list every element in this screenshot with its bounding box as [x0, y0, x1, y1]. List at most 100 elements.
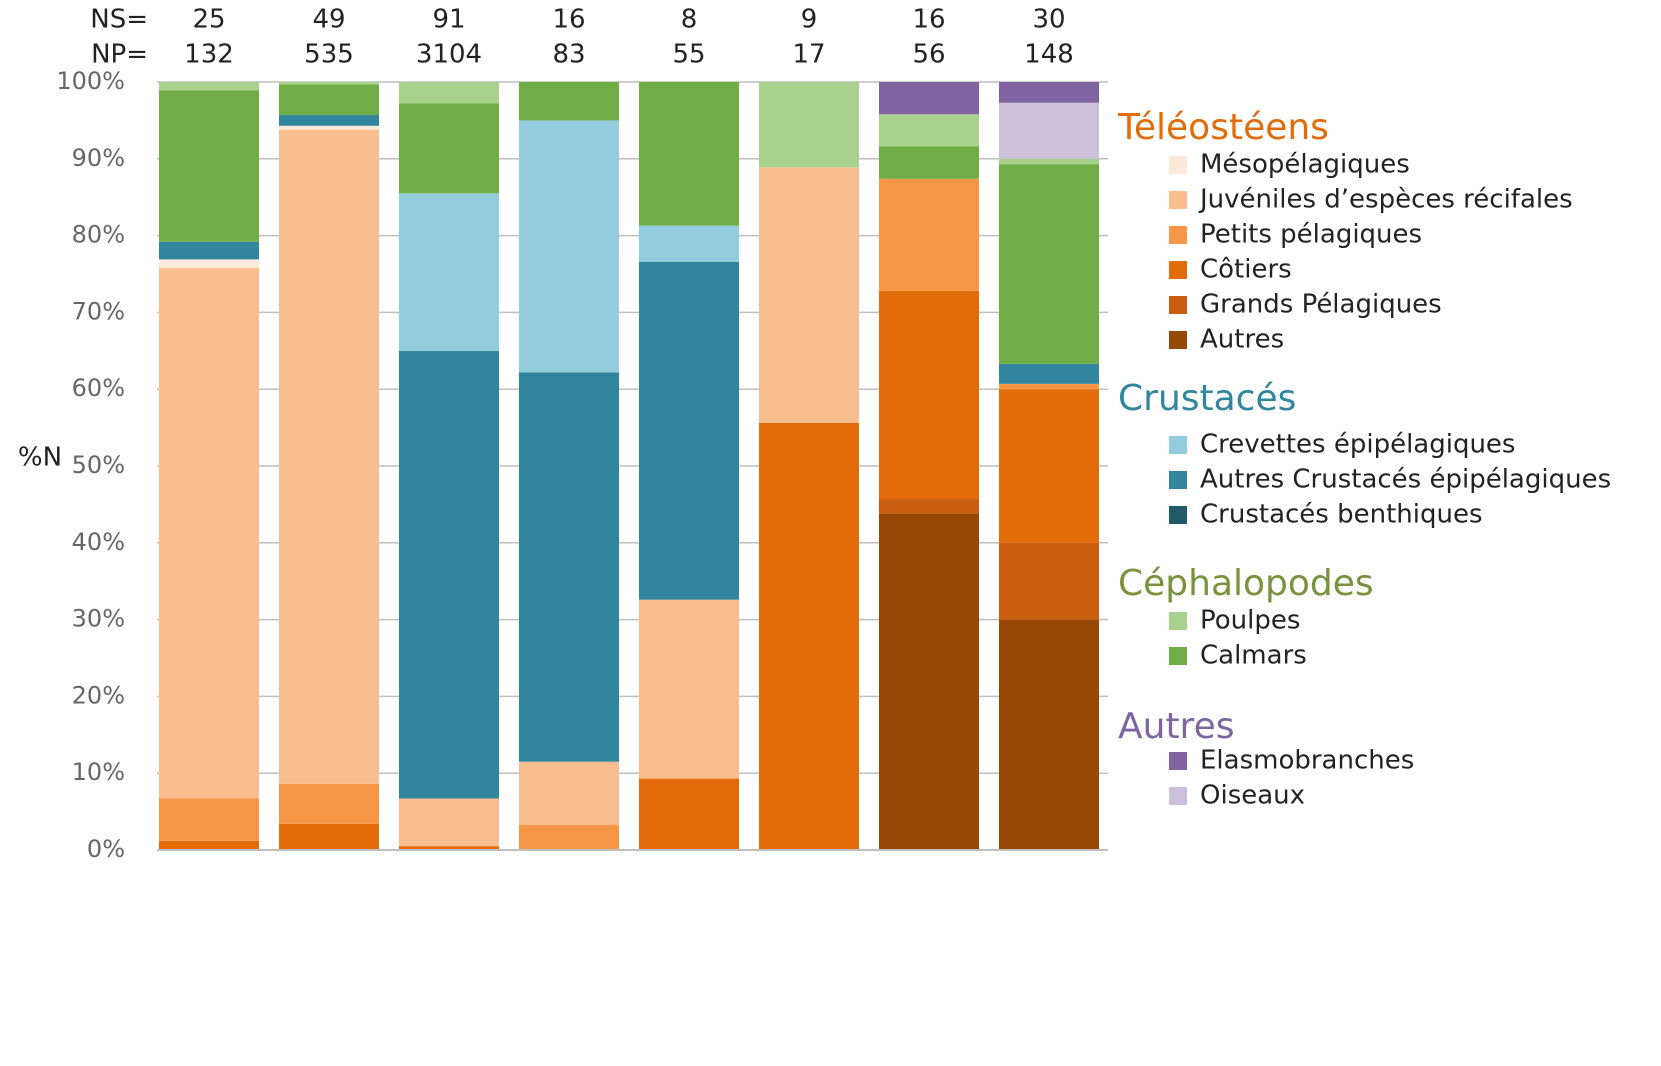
bar-segment [639, 778, 739, 850]
legend-swatch [1169, 226, 1187, 244]
ns-value: 16 [912, 5, 945, 35]
legend-swatch [1169, 506, 1187, 524]
bar-segment [999, 619, 1099, 850]
bar-segment [399, 846, 499, 850]
bar-segment [519, 372, 619, 762]
bar-segment [279, 125, 379, 130]
legend-label: Autres [1200, 325, 1284, 355]
legend-label: Crevettes épipélagiques [1200, 430, 1515, 460]
y-tick-label: 10% [72, 758, 125, 786]
legend-swatch [1169, 191, 1187, 209]
legend-swatch [1169, 436, 1187, 454]
ns-value: 49 [312, 5, 345, 35]
legend-label: Oiseaux [1200, 781, 1305, 811]
legend-label: Juvéniles d’espèces récifales [1198, 185, 1573, 215]
bar-segment [999, 158, 1099, 165]
bar-segment [879, 499, 979, 514]
bar-segment [759, 82, 859, 168]
bar-segment [879, 114, 979, 147]
bar-segment [279, 84, 379, 116]
ns-value: 8 [681, 5, 698, 35]
legend-swatch [1169, 647, 1187, 665]
ns-value: 25 [192, 5, 225, 35]
bar-segment [879, 178, 979, 291]
bar-segment [279, 115, 379, 126]
y-tick-label: 0% [87, 835, 125, 863]
legend-label: Autres Crustacés épipélagiques [1200, 465, 1611, 495]
y-tick-label: 60% [72, 374, 125, 402]
legend-swatch [1169, 156, 1187, 174]
bar-segment [159, 90, 259, 242]
legend-label: Côtiers [1200, 255, 1292, 285]
y-tick-label: 100% [56, 67, 125, 95]
legend-group-title: Autres [1118, 706, 1234, 747]
bar-segment [399, 103, 499, 194]
bar-segment [519, 120, 619, 373]
y-tick-label: 90% [72, 144, 125, 172]
bar-segment [399, 350, 499, 799]
legend-swatch [1169, 787, 1187, 805]
legend-group-title: Crustacés [1118, 378, 1296, 419]
bar-segment [999, 82, 1099, 103]
legend-label: Petits pélagiques [1200, 220, 1422, 250]
legend-label: Crustacés benthiques [1200, 500, 1483, 530]
ns-value: 16 [552, 5, 585, 35]
np-value: 83 [552, 40, 585, 70]
bar-segment [279, 783, 379, 824]
bar-segment [159, 798, 259, 841]
bar-segment [279, 129, 379, 784]
bar-segment [639, 261, 739, 600]
np-value: 3104 [416, 40, 482, 70]
bar-segment [759, 422, 859, 850]
y-tick-label: 30% [72, 605, 125, 633]
y-axis-label: %N [18, 443, 62, 473]
legend-label: Poulpes [1200, 606, 1300, 636]
np-value: 148 [1024, 40, 1074, 70]
bar-segment [159, 267, 259, 799]
bar-segment [639, 225, 739, 262]
ns-value: 91 [432, 5, 465, 35]
bar-segment [999, 389, 1099, 543]
bar-segment [999, 363, 1099, 384]
bar-segment [159, 241, 259, 260]
y-tick-label: 50% [72, 451, 125, 479]
np-label: NP= [91, 40, 148, 70]
bar-segment [279, 823, 379, 850]
bar-segment [159, 840, 259, 850]
bar-segment [279, 82, 379, 85]
ns-label: NS= [90, 5, 148, 35]
bar-segment [639, 82, 739, 226]
legend-swatch [1169, 471, 1187, 489]
bar-segment [399, 82, 499, 104]
legend-swatch [1169, 261, 1187, 279]
np-value: 56 [912, 40, 945, 70]
bar-segment [519, 824, 619, 850]
bar-segment [879, 82, 979, 115]
bar-segment [999, 383, 1099, 390]
legend-label: Mésopélagiques [1200, 150, 1410, 180]
np-value: 55 [672, 40, 705, 70]
legend-label: Elasmobranches [1200, 746, 1414, 776]
bar-segment [879, 290, 979, 500]
np-value: 132 [184, 40, 234, 70]
legend-label: Calmars [1200, 641, 1307, 671]
legend-swatch [1169, 296, 1187, 314]
legend-swatch [1169, 752, 1187, 770]
bar-segment [999, 102, 1099, 159]
np-value: 17 [792, 40, 825, 70]
ns-value: 9 [801, 5, 818, 35]
y-tick-label: 80% [72, 221, 125, 249]
y-tick-label: 70% [72, 297, 125, 325]
bar-segment [879, 513, 979, 850]
bar-segment [399, 798, 499, 847]
legend-group-title: Téléostéens [1117, 107, 1329, 148]
bar-segment [759, 167, 859, 423]
bar-segment [999, 542, 1099, 620]
legend-label: Grands Pélagiques [1200, 290, 1442, 320]
bar-segment [399, 193, 499, 351]
ns-value: 30 [1032, 5, 1065, 35]
bar-segment [519, 761, 619, 825]
legend-swatch [1169, 612, 1187, 630]
bar-segment [879, 146, 979, 179]
